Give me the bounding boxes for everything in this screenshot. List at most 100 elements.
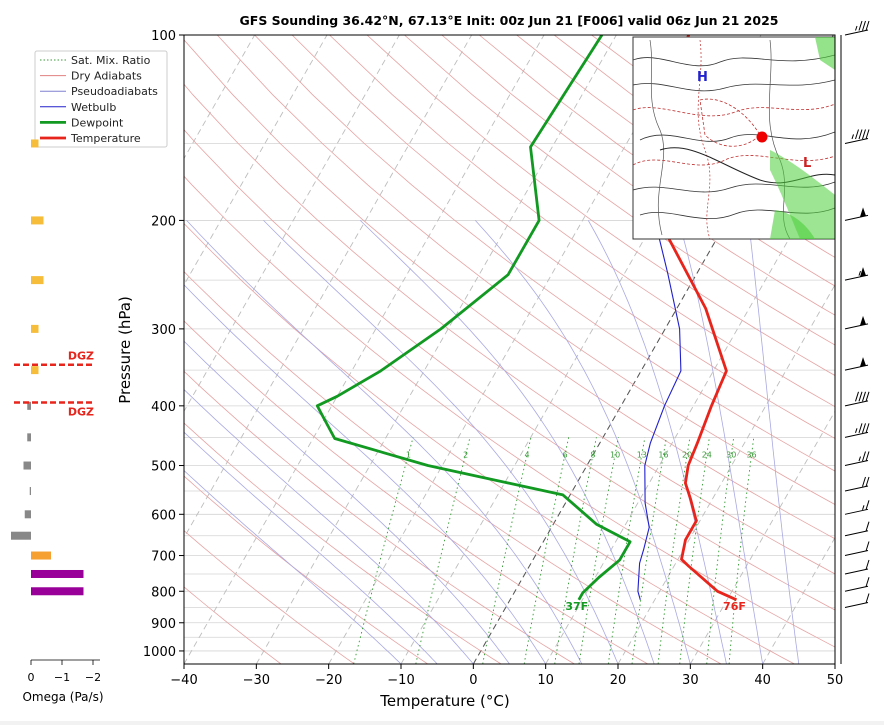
- x-tick-label: 0: [469, 673, 477, 688]
- wind-barb: [845, 577, 869, 591]
- mixing-ratio-line: [729, 437, 754, 664]
- omega-bar: [31, 552, 51, 560]
- barb-flag: [863, 392, 866, 402]
- barb-flag: [856, 129, 859, 139]
- barb-staff: [845, 551, 868, 556]
- y-tick-label: 800: [151, 585, 176, 600]
- barb-flag: [866, 423, 869, 433]
- barb-staff: [845, 215, 868, 220]
- barb-pennant: [860, 316, 866, 326]
- barb-flag: [863, 477, 866, 487]
- dgz-label: DGZ: [68, 350, 94, 363]
- mixing-ratio-label: 16: [658, 451, 668, 460]
- barb-flag: [863, 129, 866, 139]
- omega-panel: Omega (Pa/s) 0 −1 −2 DGZ DGZ: [11, 139, 104, 704]
- barb-flag: [859, 392, 862, 402]
- inset-map: H L: [633, 37, 835, 239]
- mixing-ratio-label: 6: [562, 451, 567, 460]
- pseudoadiabat: [748, 220, 798, 664]
- legend-label: Temperature: [70, 132, 141, 145]
- barb-staff: [845, 324, 868, 329]
- barb-staff: [845, 531, 868, 536]
- barb-flag: [859, 21, 862, 31]
- omega-bar: [27, 433, 31, 441]
- wind-barb: [845, 452, 869, 466]
- omega-tick-label: −1: [54, 671, 70, 684]
- pseudoadiabat: [588, 220, 726, 664]
- barb-flag: [866, 542, 869, 552]
- pseudoadiabat: [264, 220, 619, 664]
- wind-barb: [845, 316, 868, 329]
- barb-staff: [845, 461, 868, 466]
- mixing-ratio-label: 36: [746, 451, 756, 460]
- isotherm: [184, 35, 544, 664]
- barb-flag: [859, 423, 862, 433]
- mixing-ratio-label: 24: [702, 451, 712, 460]
- y-tick-label: 500: [151, 460, 176, 475]
- wind-barb: [845, 21, 869, 35]
- wind-barb: [845, 423, 869, 437]
- mixing-ratio-label: 13: [637, 451, 647, 460]
- dewpoint-line: [317, 35, 630, 600]
- omega-bar: [31, 216, 44, 224]
- y-tick-label: 200: [151, 214, 176, 229]
- legend-label: Dry Adiabats: [71, 70, 142, 83]
- inset-low-label: L: [803, 156, 811, 171]
- wind-barb: [845, 560, 869, 574]
- x-tick-label: 40: [754, 673, 771, 688]
- barb-staff: [845, 432, 868, 437]
- wind-barb: [845, 500, 869, 514]
- barb-flag: [856, 392, 859, 402]
- barb-staff: [845, 275, 868, 280]
- wind-barb: [845, 593, 869, 607]
- barb-staff: [845, 138, 868, 143]
- x-tick-label: −40: [170, 673, 197, 688]
- barb-flag: [863, 21, 866, 31]
- pseudoadiabat: [187, 220, 582, 664]
- barb-staff: [845, 401, 868, 406]
- x-tick-label: 50: [827, 673, 844, 688]
- barb-half-flag: [863, 505, 865, 510]
- barb-flag: [866, 21, 869, 31]
- wind-barb: [845, 522, 869, 536]
- omega-bar: [25, 510, 31, 518]
- barb-half-flag: [859, 271, 861, 276]
- y-tick-label: 300: [151, 323, 176, 338]
- y-tick-label: 600: [151, 508, 176, 523]
- wind-barb: [845, 267, 868, 280]
- dgz-label: DGZ: [68, 405, 94, 418]
- wind-barb: [845, 392, 869, 406]
- barb-flag: [866, 452, 869, 462]
- x-tick-label: −10: [387, 673, 414, 688]
- wind-barb: [845, 357, 868, 370]
- mixing-ratio-label: 30: [726, 451, 736, 460]
- chart-title: GFS Sounding 36.42°N, 67.13°E Init: 00z …: [240, 13, 779, 28]
- barb-half-flag: [856, 26, 858, 31]
- pseudoadiabat: [125, 220, 546, 664]
- x-tick-label: −30: [243, 673, 270, 688]
- barb-staff: [845, 602, 868, 607]
- barb-half-flag: [859, 457, 861, 462]
- barb-flag: [866, 129, 869, 139]
- barb-staff: [845, 509, 868, 514]
- pseudoadiabat: [475, 220, 690, 664]
- omega-tick-label: 0: [28, 671, 35, 684]
- mixing-ratio-label: 2: [463, 451, 468, 460]
- barb-flag: [863, 452, 866, 462]
- pseudoadiabat: [0, 220, 401, 664]
- omega-axis-label: Omega (Pa/s): [22, 690, 103, 704]
- wind-barb: [845, 477, 869, 491]
- wind-barb: [845, 207, 868, 220]
- barb-flag: [863, 423, 866, 433]
- mixing-ratio-label: 8: [590, 451, 595, 460]
- mixing-ratio-line: [579, 437, 618, 664]
- omega-tick-label: −2: [85, 671, 101, 684]
- pseudoadiabat: [0, 220, 437, 664]
- omega-bar: [11, 532, 31, 540]
- surface-temp-label: 37F: [565, 600, 588, 613]
- barb-staff: [845, 569, 868, 574]
- isotherm: [835, 35, 884, 664]
